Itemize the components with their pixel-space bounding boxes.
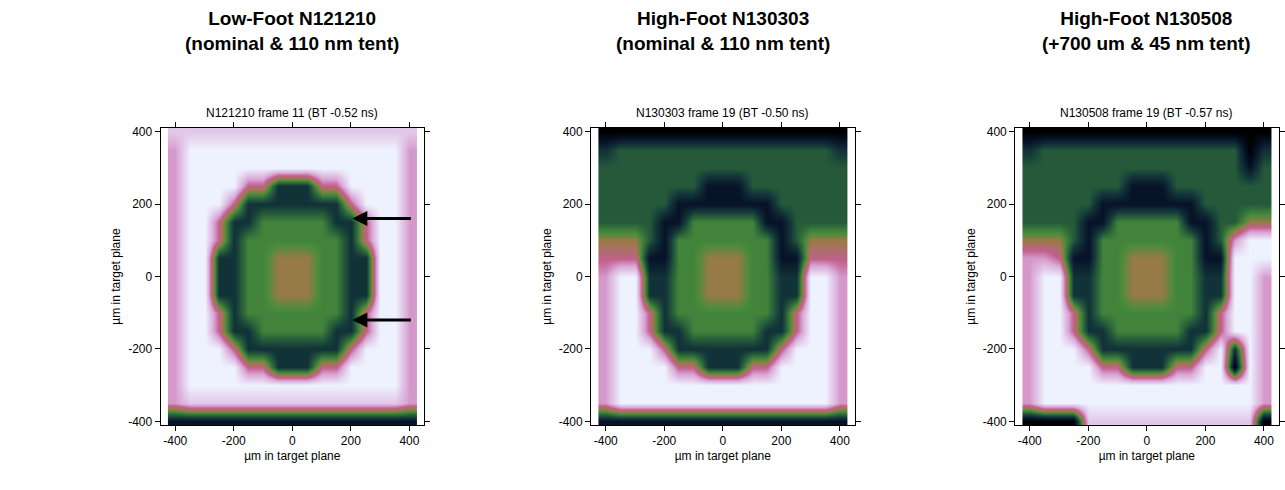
svg-text:-400: -400 [559,415,583,429]
svg-text:400: 400 [830,434,850,448]
svg-text:N130508 frame 19 (BT -0.57 ns): N130508 frame 19 (BT -0.57 ns) [1060,106,1233,120]
svg-text:µm in target plane: µm in target plane [675,449,772,463]
svg-text:200: 200 [341,434,361,448]
svg-text:400: 400 [563,125,583,139]
svg-text:-200: -200 [983,342,1007,356]
svg-text:0: 0 [576,270,583,284]
svg-text:400: 400 [132,125,152,139]
svg-text:0: 0 [1000,270,1007,284]
svg-text:µm in target plane: µm in target plane [109,228,123,325]
svg-text:N121210 frame 11 (BT -0.52 ns): N121210 frame 11 (BT -0.52 ns) [206,106,378,120]
svg-text:µm in target plane: µm in target plane [244,449,341,463]
svg-text:-400: -400 [983,415,1007,429]
svg-text:200: 200 [1195,434,1215,448]
svg-text:-400: -400 [128,415,152,429]
svg-text:0: 0 [146,270,153,284]
svg-text:µm in target plane: µm in target plane [540,228,554,325]
svg-text:-200: -200 [559,342,583,356]
svg-text:-200: -200 [652,434,676,448]
svg-text:400: 400 [399,434,419,448]
svg-text:High-Foot N130303(nominal & 11: High-Foot N130303(nominal & 110 nm tent) [616,8,830,54]
svg-text:-200: -200 [128,342,152,356]
svg-text:High-Foot N130508(+700 um & 45: High-Foot N130508(+700 um & 45 nm tent) [1042,8,1251,54]
svg-text:-400: -400 [1018,434,1042,448]
svg-text:µm in target plane: µm in target plane [1099,449,1196,463]
svg-text:-400: -400 [594,434,618,448]
svg-text:N130303 frame 19 (BT -0.50 ns): N130303 frame 19 (BT -0.50 ns) [636,106,809,120]
svg-text:Low-Foot N121210(nominal & 110: Low-Foot N121210(nominal & 110 nm tent) [185,8,399,54]
svg-text:200: 200 [563,197,583,211]
svg-text:0: 0 [1144,434,1151,448]
svg-text:200: 200 [132,197,152,211]
svg-text:200: 200 [771,434,791,448]
svg-text:-400: -400 [163,434,187,448]
svg-text:-200: -200 [1076,434,1100,448]
svg-text:400: 400 [987,125,1007,139]
svg-text:-200: -200 [222,434,246,448]
svg-text:200: 200 [987,197,1007,211]
svg-text:0: 0 [719,434,726,448]
svg-text:µm in target plane: µm in target plane [964,228,978,325]
svg-text:0: 0 [289,434,296,448]
svg-text:400: 400 [1254,434,1274,448]
